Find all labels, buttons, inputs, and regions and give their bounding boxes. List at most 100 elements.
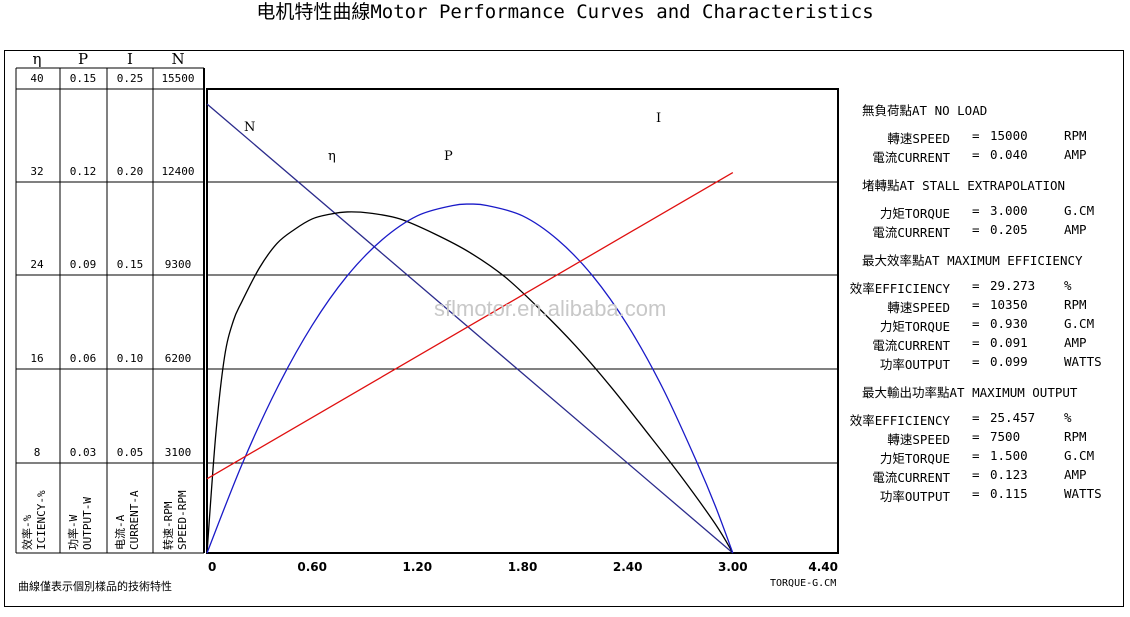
y-tick-label: 32 <box>30 165 43 178</box>
series-label-I: I <box>656 111 661 126</box>
axis-label-en: CURRENT-A <box>128 490 141 550</box>
spec-equals: = <box>972 278 980 293</box>
spec-value: 29.273 <box>990 278 1036 293</box>
chart-frame <box>4 50 1124 607</box>
spec-label: 電流CURRENT <box>872 338 950 353</box>
spec-equals: = <box>972 486 980 501</box>
spec-value: 3.000 <box>990 203 1028 218</box>
axis-label-cn: 功率-W <box>66 514 80 550</box>
spec-unit: AMP <box>1064 147 1087 162</box>
spec-label: 力矩TORQUE <box>879 206 950 221</box>
x-tick-label: 4.40 <box>808 560 838 574</box>
axis-label-cn: 转速-RPM <box>161 501 175 550</box>
y-tick-label: 24 <box>30 258 44 271</box>
spec-equals: = <box>972 316 980 331</box>
page-title: 电机特性曲線Motor Performance Curves and Chara… <box>256 1 874 23</box>
spec-row: 力矩TORQUE = 3.000 G.CM <box>862 203 1122 222</box>
spec-value: 0.930 <box>990 316 1028 331</box>
spec-value: 7500 <box>990 429 1021 444</box>
spec-equals: = <box>972 410 980 425</box>
x-tick-label: 3.00 <box>718 560 748 574</box>
axis-label-cn: 效率-% <box>20 514 34 550</box>
spec-row: 轉速SPEED = 10350 RPM <box>862 297 1122 316</box>
x-axis-label: TORQUE-G.CM <box>770 578 837 589</box>
spec-label: 轉速SPEED <box>887 432 950 447</box>
spec-label: 力矩TORQUE <box>879 451 950 466</box>
spec-equals: = <box>972 429 980 444</box>
spec-value: 10350 <box>990 297 1028 312</box>
spec-unit: RPM <box>1064 429 1087 444</box>
x-tick-label: 1.80 <box>508 560 538 574</box>
spec-row: 電流CURRENT = 0.040 AMP <box>862 147 1122 166</box>
spec-value: 25.457 <box>990 410 1036 425</box>
spec-value: 0.205 <box>990 222 1028 237</box>
spec-unit: WATTS <box>1064 486 1102 501</box>
spec-unit: G.CM <box>1064 203 1095 218</box>
spec-row: 轉速SPEED = 7500 RPM <box>862 429 1122 448</box>
y-tick-label: 0.20 <box>117 165 144 178</box>
column-symbol: η <box>33 50 42 68</box>
spec-value: 1.500 <box>990 448 1028 463</box>
spec-value: 0.091 <box>990 335 1028 350</box>
x-tick-label: 0 <box>208 560 216 574</box>
series-line-I <box>206 171 734 480</box>
section-title: 堵轉點AT STALL EXTRAPOLATION <box>862 178 1066 193</box>
spec-label: 電流CURRENT <box>872 225 950 240</box>
spec-row: 效率EFFICIENCY = 25.457% <box>850 410 1122 429</box>
column-symbol: I <box>127 50 133 68</box>
spec-label: 轉速SPEED <box>887 131 950 146</box>
spec-label: 電流CURRENT <box>872 470 950 485</box>
y-tick-label: 0.05 <box>117 446 144 459</box>
spec-unit: AMP <box>1064 335 1087 350</box>
axis-label-cn: 电流-A <box>113 514 127 550</box>
spec-equals: = <box>972 222 980 237</box>
section-title: 無負荷點AT NO LOAD <box>862 103 988 118</box>
section-title: 最大輸出功率點AT MAXIMUM OUTPUT <box>862 385 1078 400</box>
y-tick-label: 40 <box>30 72 43 85</box>
spec-label: 效率EFFICIENCY <box>849 413 950 428</box>
x-tick-label: 0.60 <box>297 560 327 574</box>
spec-unit: RPM <box>1064 128 1087 143</box>
spec-row: 電流CURRENT = 0.123 AMP <box>862 467 1122 486</box>
spec-equals: = <box>972 354 980 369</box>
spec-label: 力矩TORQUE <box>879 319 950 334</box>
axis-label-en: ICIENCY-% <box>35 490 48 550</box>
x-tick-label: 1.20 <box>403 560 433 574</box>
spec-equals: = <box>972 448 980 463</box>
watermark: sflmotor.en.alibaba.com <box>434 296 667 321</box>
y-tick-label: 9300 <box>165 258 192 271</box>
spec-equals: = <box>972 297 980 312</box>
spec-label: 效率EFFICIENCY <box>849 281 950 296</box>
spec-equals: = <box>972 147 980 162</box>
x-tick-label: 2.40 <box>613 560 643 574</box>
series-line-η <box>206 211 734 554</box>
column-symbol: P <box>78 50 88 68</box>
spec-equals: = <box>972 467 980 482</box>
spec-value: 0.099 <box>990 354 1028 369</box>
spec-value: 0.123 <box>990 467 1028 482</box>
series-line-P <box>206 203 734 554</box>
spec-unit: RPM <box>1064 297 1087 312</box>
series-label-N: N <box>244 120 255 135</box>
y-tick-label: 6200 <box>165 352 192 365</box>
spec-unit: AMP <box>1064 222 1087 237</box>
spec-row: 功率OUTPUT = 0.099 WATTS <box>862 354 1122 373</box>
y-tick-label: 0.12 <box>70 165 97 178</box>
spec-row: 力矩TORQUE = 0.930 G.CM <box>862 316 1122 335</box>
spec-row: 效率EFFICIENCY = 29.273% <box>850 278 1122 297</box>
spec-value: 15000 <box>990 128 1028 143</box>
y-tick-label: 0.09 <box>70 258 97 271</box>
series-label-P: P <box>444 149 453 164</box>
spec-label: 功率OUTPUT <box>879 357 950 372</box>
y-tick-label: 12400 <box>161 165 194 178</box>
spec-unit: WATTS <box>1064 354 1102 369</box>
column-symbol: N <box>171 50 184 68</box>
spec-unit: AMP <box>1064 467 1087 482</box>
y-tick-label: 16 <box>30 352 43 365</box>
spec-value: 0.115 <box>990 486 1028 501</box>
y-tick-label: 0.06 <box>70 352 97 365</box>
spec-row: 電流CURRENT = 0.091 AMP <box>862 335 1122 354</box>
y-tick-label: 0.10 <box>117 352 144 365</box>
spec-row: 力矩TORQUE = 1.500 G.CM <box>862 448 1122 467</box>
